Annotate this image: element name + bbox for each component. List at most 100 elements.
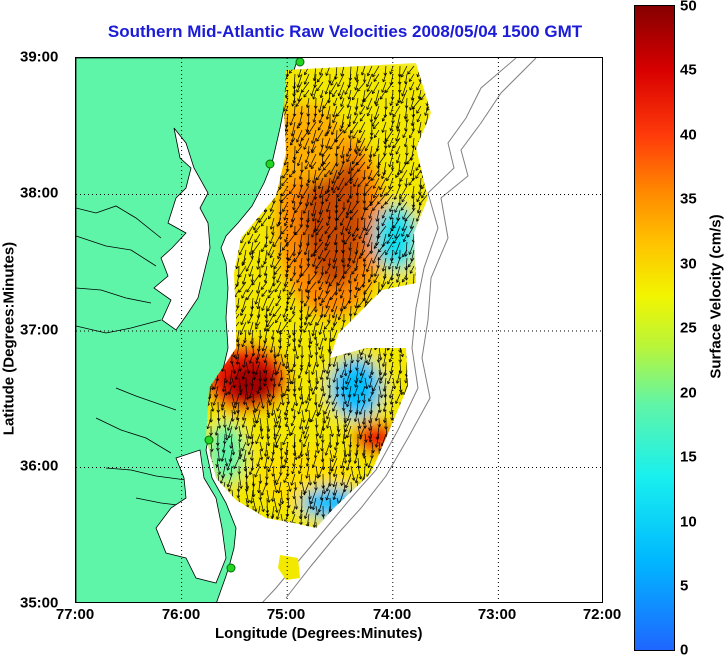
velocity-arrow bbox=[236, 257, 240, 269]
velocity-arrowhead bbox=[231, 499, 235, 503]
velocity-arrow bbox=[267, 289, 275, 299]
velocity-arrow bbox=[285, 265, 289, 278]
velocity-arrowhead bbox=[372, 260, 376, 264]
velocity-arrowhead bbox=[250, 383, 254, 387]
velocity-arrowhead bbox=[434, 392, 437, 395]
velocity-arrow bbox=[435, 490, 437, 503]
velocity-arrowhead bbox=[261, 348, 266, 352]
velocity-arrowhead bbox=[308, 482, 313, 486]
velocity-arrowhead bbox=[389, 112, 393, 116]
velocity-arrow bbox=[343, 417, 346, 428]
velocity-arrow bbox=[268, 281, 275, 293]
velocity-arrow bbox=[360, 241, 366, 257]
velocity-arrow bbox=[275, 473, 282, 485]
velocity-arrowhead bbox=[404, 312, 409, 316]
velocity-arrowhead bbox=[405, 119, 409, 123]
velocity-arrowhead bbox=[308, 505, 313, 510]
velocity-arrowhead bbox=[365, 231, 369, 236]
velocity-arrow bbox=[349, 449, 352, 463]
velocity-arrowhead bbox=[303, 322, 308, 326]
velocity-arrowhead bbox=[329, 171, 333, 175]
velocity-arrow bbox=[366, 257, 373, 272]
velocity-arrowhead bbox=[402, 294, 407, 298]
velocity-arrow bbox=[388, 177, 394, 190]
velocity-arrowhead bbox=[275, 156, 279, 161]
velocity-arrow bbox=[346, 153, 352, 162]
velocity-arrowhead bbox=[416, 73, 421, 78]
velocity-arrowhead bbox=[318, 167, 322, 171]
velocity-arrow bbox=[348, 249, 352, 261]
velocity-arrow bbox=[372, 65, 380, 77]
velocity-arrow bbox=[311, 129, 317, 144]
velocity-arrow bbox=[346, 409, 352, 421]
velocity-arrow bbox=[329, 137, 338, 150]
velocity-arrowhead bbox=[381, 268, 386, 272]
velocity-arrowhead bbox=[256, 266, 260, 270]
velocity-arrow bbox=[349, 169, 359, 181]
velocity-arrow bbox=[427, 521, 430, 528]
velocity-arrowhead bbox=[340, 374, 344, 379]
velocity-arrowhead bbox=[292, 159, 296, 164]
velocity-arrow bbox=[294, 345, 299, 359]
velocity-arrowhead bbox=[283, 392, 287, 397]
velocity-arrow bbox=[357, 297, 366, 308]
velocity-arrowhead bbox=[355, 343, 360, 347]
velocity-arrowhead bbox=[290, 408, 295, 412]
velocity-arrowhead bbox=[388, 144, 392, 148]
velocity-arrow bbox=[328, 89, 331, 104]
velocity-arrowhead bbox=[365, 183, 369, 187]
velocity-arrow bbox=[395, 145, 401, 155]
velocity-arrow bbox=[319, 281, 324, 291]
velocity-arrowhead bbox=[283, 217, 287, 221]
velocity-arrowhead bbox=[227, 391, 232, 395]
velocity-arrowhead bbox=[388, 490, 393, 494]
velocity-arrow bbox=[292, 369, 296, 385]
velocity-arrowhead bbox=[428, 484, 431, 489]
velocity-arrowhead bbox=[420, 257, 424, 262]
velocity-arrow bbox=[307, 121, 317, 135]
velocity-arrow bbox=[379, 321, 387, 331]
velocity-arrow bbox=[350, 337, 354, 347]
velocity-arrow bbox=[333, 313, 338, 326]
velocity-arrow bbox=[314, 329, 317, 340]
velocity-arrowhead bbox=[435, 412, 438, 415]
velocity-arrowhead bbox=[381, 491, 386, 495]
velocity-arrowhead bbox=[232, 370, 237, 374]
velocity-arrowhead bbox=[401, 227, 406, 232]
velocity-arrowhead bbox=[318, 286, 323, 291]
velocity-arrow bbox=[333, 257, 338, 269]
velocity-arrow bbox=[317, 121, 324, 131]
velocity-arrow bbox=[420, 489, 426, 505]
velocity-arrow bbox=[241, 513, 247, 528]
velocity-arrowhead bbox=[303, 329, 307, 333]
velocity-arrow bbox=[364, 73, 366, 83]
velocity-arrowhead bbox=[307, 131, 311, 135]
velocity-arrow bbox=[419, 513, 422, 527]
velocity-arrowhead bbox=[228, 265, 232, 269]
velocity-arrowhead bbox=[323, 326, 328, 330]
velocity-arrow bbox=[377, 257, 380, 269]
velocity-arrow bbox=[364, 297, 373, 307]
velocity-arrow bbox=[397, 305, 401, 320]
velocity-arrowhead bbox=[244, 538, 247, 541]
velocity-arrowhead bbox=[266, 308, 271, 312]
velocity-arrow bbox=[396, 153, 401, 164]
velocity-arrowhead bbox=[278, 186, 282, 190]
velocity-arrowhead bbox=[326, 425, 330, 429]
velocity-arrow bbox=[249, 209, 254, 221]
x-tick-label: 75:00 bbox=[266, 606, 306, 623]
velocity-arrow bbox=[430, 249, 431, 259]
velocity-arrowhead bbox=[330, 131, 335, 135]
velocity-arrow bbox=[343, 121, 352, 134]
velocity-arrow bbox=[284, 313, 289, 322]
velocity-arrowhead bbox=[224, 437, 229, 441]
velocity-arrow bbox=[426, 169, 431, 181]
velocity-arrowhead bbox=[395, 279, 400, 283]
velocity-arrow bbox=[363, 193, 366, 204]
velocity-arrow bbox=[289, 281, 296, 295]
velocity-arrow bbox=[357, 513, 360, 526]
velocity-arrow bbox=[289, 185, 296, 195]
velocity-arrow bbox=[323, 321, 331, 330]
velocity-arrow bbox=[391, 305, 394, 319]
velocity-arrow bbox=[295, 530, 296, 541]
